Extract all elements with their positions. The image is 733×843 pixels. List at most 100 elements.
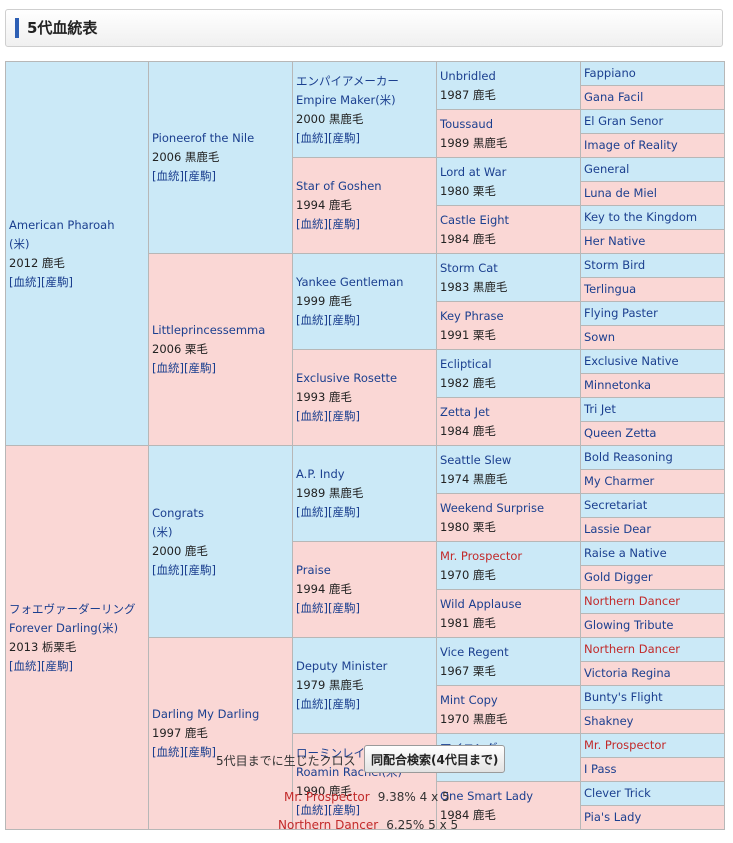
gen5-horse: Queen Zetta	[580, 421, 725, 446]
gen5-horse: Gana Facil	[580, 85, 725, 110]
horse-name-link[interactable]: Her Native	[584, 234, 646, 248]
horse-name-link[interactable]: Lassie Dear	[584, 522, 652, 536]
horse-year-color: 1987 鹿毛	[440, 87, 496, 102]
horse-name-link[interactable]: Pioneerof the Nile	[152, 131, 255, 145]
pedigree-progeny-links[interactable]: [血統][産駒]	[296, 802, 360, 817]
horse-name-link[interactable]: Bunty's Flight	[584, 690, 663, 704]
gen3-horse: Star of Goshen 1994 鹿毛 [血統][産駒]	[292, 157, 437, 254]
horse-year-color: 1984 鹿毛	[440, 423, 496, 438]
horse-name-link[interactable]: A.P. Indy	[296, 467, 345, 481]
horse-name-link[interactable]: Storm Bird	[584, 258, 646, 272]
pedigree-progeny-links[interactable]: [血統][産駒]	[9, 274, 73, 289]
gen5-horse: Victoria Regina	[580, 661, 725, 686]
horse-name-link[interactable]: Vice Regent	[440, 644, 509, 659]
pedigree-progeny-links[interactable]: [血統][産駒]	[296, 601, 360, 615]
horse-name-link[interactable]: Shakney	[584, 714, 634, 728]
pedigree-row: Sown	[6, 325, 725, 350]
horse-name-link[interactable]: Minnetonka	[584, 378, 652, 392]
horse-name-link[interactable]: Northern Dancer	[584, 594, 681, 608]
horse-name-link[interactable]: Image of Reality	[584, 138, 678, 152]
horse-name-link[interactable]: Littleprincessemma	[152, 323, 266, 337]
horse-name-link[interactable]: Wild Applause	[440, 596, 522, 611]
horse-name-link[interactable]: Gold Digger	[584, 570, 653, 584]
horse-name-link[interactable]: General	[584, 162, 630, 176]
cross-item: Northern Dancer 6.25% 5 x 5	[278, 817, 458, 833]
horse-name-link[interactable]: I Pass	[584, 762, 617, 776]
horse-name-link[interactable]: Congrats	[152, 505, 204, 520]
gen4-horse: Wild Applause 1981 鹿毛	[436, 589, 581, 638]
pedigree-progeny-links[interactable]: [血統][産駒]	[152, 169, 216, 183]
pedigree-progeny-links[interactable]: [血統][産駒]	[296, 217, 360, 231]
pedigree-row: Minnetonka	[6, 373, 725, 398]
pedigree-progeny-links[interactable]: [血統][産駒]	[296, 409, 360, 423]
horse-name-link[interactable]: エンパイアメーカー	[296, 73, 399, 88]
pedigree-progeny-links[interactable]: [血統][産駒]	[296, 313, 360, 327]
horse-name-link[interactable]: Pia's Lady	[584, 810, 642, 824]
horse-name-link[interactable]: Weekend Surprise	[440, 500, 545, 515]
horse-name-link[interactable]: Key to the Kingdom	[584, 210, 698, 224]
horse-name-link[interactable]: Mint Copy	[440, 692, 498, 707]
gen5-horse: General	[580, 157, 725, 182]
horse-name-link[interactable]: Tri Jet	[584, 402, 616, 416]
pedigree-progeny-links[interactable]: [血統][産駒]	[296, 505, 360, 519]
horse-name-link[interactable]: Flying Paster	[584, 306, 658, 320]
pedigree-row: Darling My Darling 1997 鹿毛 [血統][産駒] Deputy …	[6, 637, 725, 830]
horse-name-link[interactable]: Toussaud	[440, 116, 494, 131]
horse-name-link[interactable]: フォエヴァーダーリング	[9, 601, 136, 616]
horse-name-link[interactable]: Mr. Prospector	[440, 548, 523, 563]
horse-name-alt[interactable]: (米)	[9, 236, 30, 251]
horse-name-link[interactable]: Terlingua	[584, 282, 637, 296]
horse-name-link[interactable]: Key Phrase	[440, 308, 504, 323]
horse-name-link[interactable]: Glowing Tribute	[584, 618, 674, 632]
horse-name-link[interactable]: One Smart Lady	[440, 788, 534, 803]
horse-name-link[interactable]: Yankee Gentleman	[296, 275, 404, 289]
same-mating-search-button[interactable]: 同配合検索(4代目まで)	[364, 745, 506, 773]
horse-name-link[interactable]: My Charmer	[584, 474, 655, 488]
horse-name-link[interactable]: Victoria Regina	[584, 666, 671, 680]
horse-name-link[interactable]: Secretariat	[584, 498, 648, 512]
cross-horse-name[interactable]: Northern Dancer	[278, 818, 379, 832]
pedigree-progeny-links[interactable]: [血統][産駒]	[152, 562, 216, 577]
pedigree-progeny-links[interactable]: [血統][産駒]	[296, 697, 360, 711]
horse-name-link[interactable]: El Gran Senor	[584, 114, 664, 128]
horse-name-link[interactable]: Praise	[296, 563, 331, 577]
horse-year-color: 1994 鹿毛	[296, 582, 352, 596]
horse-name-link[interactable]: Sown	[584, 330, 616, 344]
horse-name-link[interactable]: Mr. Prospector	[584, 738, 667, 752]
horse-name-alt[interactable]: (米)	[152, 524, 173, 539]
horse-name-link[interactable]: Raise a Native	[584, 546, 667, 560]
pedigree-progeny-links[interactable]: [血統][産駒]	[296, 130, 360, 145]
horse-name-link[interactable]: Exclusive Rosette	[296, 371, 398, 385]
pedigree-progeny-links[interactable]: [血統][産駒]	[152, 745, 216, 759]
horse-name-link[interactable]: Exclusive Native	[584, 354, 679, 368]
gen3-horse: Yankee Gentleman 1999 鹿毛 [血統][産駒]	[292, 253, 437, 350]
horse-name-link[interactable]: Castle Eight	[440, 212, 510, 227]
horse-name-link[interactable]: Gana Facil	[584, 90, 644, 104]
pedigree-row: Lassie Dear	[6, 517, 725, 542]
horse-name-link[interactable]: Luna de Miel	[584, 186, 657, 200]
horse-name-link[interactable]: Bold Reasoning	[584, 450, 673, 464]
cross-item: Mr. Prospector 9.38% 4 x 5	[284, 789, 450, 805]
horse-name-link[interactable]: Deputy Minister	[296, 659, 388, 673]
horse-name-link[interactable]: Unbridled	[440, 68, 496, 83]
cross-horse-name[interactable]: Mr. Prospector	[284, 790, 370, 804]
horse-year-color: 1974 黒鹿毛	[440, 471, 508, 486]
horse-name-link[interactable]: Storm Cat	[440, 260, 498, 275]
horse-name-link[interactable]: Star of Goshen	[296, 179, 382, 193]
horse-name-link[interactable]: Seattle Slew	[440, 452, 512, 467]
horse-name-link[interactable]: Clever Trick	[584, 786, 651, 800]
horse-name-link[interactable]: Northern Dancer	[584, 642, 681, 656]
horse-name-alt[interactable]: Empire Maker(米)	[296, 92, 396, 107]
gen4-horse: Key Phrase 1991 栗毛	[436, 301, 581, 350]
horse-name-link[interactable]: Ecliptical	[440, 356, 492, 371]
horse-year-color: 1970 黒鹿毛	[440, 711, 508, 726]
horse-name-alt[interactable]: Forever Darling(米)	[9, 620, 119, 635]
horse-name-link[interactable]: Fappiano	[584, 66, 636, 80]
horse-name-link[interactable]: American Pharoah	[9, 217, 115, 232]
pedigree-progeny-links[interactable]: [血統][産駒]	[152, 361, 216, 375]
pedigree-progeny-links[interactable]: [血統][産駒]	[9, 658, 73, 673]
horse-name-link[interactable]: Zetta Jet	[440, 404, 490, 419]
horse-name-link[interactable]: Queen Zetta	[584, 426, 657, 440]
horse-name-link[interactable]: Lord at War	[440, 164, 507, 179]
horse-name-link[interactable]: Darling My Darling	[152, 707, 260, 721]
